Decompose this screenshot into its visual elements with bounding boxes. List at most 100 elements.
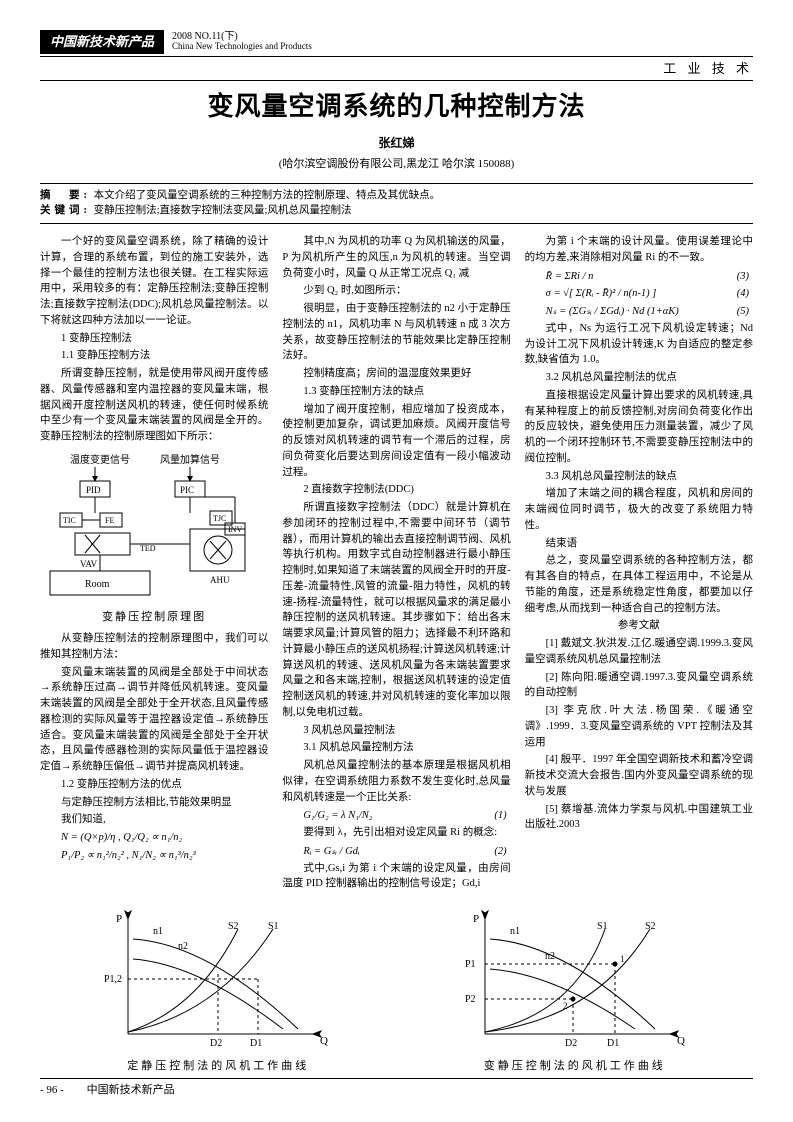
- para: 式中，Ns 为运行工况下风机设定转速；Nd 为设计工况下风机设计转速,K 为自适…: [525, 321, 753, 368]
- refs-heading: 参考文献: [525, 618, 753, 634]
- fig1-caption: 变静压控制原理图: [40, 609, 268, 626]
- abstract-label: 摘 要:: [40, 190, 91, 201]
- para: 很明显，由于变静压控制法的 n2 小于定静压控制法的 n1，风机功率 N 与风机…: [282, 301, 510, 364]
- article-title: 变风量空调系统的几种控制方法: [40, 87, 753, 126]
- heading: 1.1 变静压控制方法: [40, 348, 268, 364]
- svg-text:INV: INV: [228, 525, 242, 534]
- svg-text:VAV: VAV: [80, 559, 98, 569]
- para: 直接根据设定风量计算出要求的风机转速,具有某种程度上的前反馈控制,对房间负荷变化…: [525, 388, 753, 467]
- header-bar: 中国新技术新产品 2008 NO.11(下) China New Technol…: [40, 30, 753, 57]
- page-number: - 96 -: [40, 1082, 64, 1099]
- body-columns: 一个好的变风量空调系统，除了精确的设计计算，合理的系统布置，到位的施工安装外，选…: [40, 234, 753, 894]
- para: 式中,Gs,i 为第 i 个末端的设定风量，由房间温度 PID 控制器输出的控制…: [282, 861, 510, 893]
- svg-text:Q: Q: [677, 1035, 685, 1047]
- curve-right-caption: 变静压控制法的风机工作曲线: [425, 1058, 725, 1075]
- para: 增加了末端之间的耦合程度，风机和房间的末端阀位同时调节，极大的改变了系统阻力特性…: [525, 486, 753, 533]
- heading: 2 直接数字控制法(DDC): [282, 482, 510, 498]
- equation: P₁/P₂ ∝ n₁²/n₂² , N₁/N₂ ∝ n₁³/n₂³: [40, 848, 268, 864]
- curve-left-caption: 定静压控制法的风机工作曲线: [68, 1058, 368, 1075]
- svg-text:P1,2: P1,2: [104, 974, 122, 985]
- svg-text:TIC: TIC: [63, 516, 76, 525]
- svg-text:D1: D1: [607, 1038, 619, 1049]
- svg-text:n2: n2: [545, 951, 555, 962]
- svg-text:S1: S1: [268, 921, 279, 932]
- label: 风量加算信号: [160, 453, 220, 466]
- svg-text:FE: FE: [105, 516, 114, 525]
- curve-right: P Q n1 n2 S1 S2 1 2 P1 P2 D2 D1: [425, 904, 725, 1075]
- svg-text:P2: P2: [465, 994, 476, 1005]
- heading: 3.1 风机总风量控制方法: [282, 740, 510, 756]
- para: 与定静压控制方法相比,节能效果明显: [40, 795, 268, 811]
- heading: 1 变静压控制法: [40, 331, 268, 347]
- reference: [3] 李克欣.叶大法.杨国荣.《暖通空调》.1999．3.变风量空调系统的 V…: [525, 703, 753, 750]
- heading: 1.2 变静压控制方法的优点: [40, 777, 268, 793]
- svg-text:PIC: PIC: [180, 485, 194, 495]
- abstract-text: 本文介绍了变风量空调系统的三种控制方法的控制原理、特点及其优缺点。: [94, 190, 441, 201]
- reference: [1] 戴斌文.狄洪发.江亿.暖通空调.1999.3.变风量空调系统风机总风量控…: [525, 636, 753, 668]
- para: 少到 Q₂ 时,如图所示：: [282, 283, 510, 299]
- issue-english: China New Technologies and Products: [172, 42, 312, 52]
- svg-text:PID: PID: [86, 485, 101, 495]
- para: 总之，变风量空调系统的各种控制方法，都有其各自的特点，在具体工程运用中，不论是从…: [525, 553, 753, 616]
- svg-text:Q: Q: [320, 1035, 328, 1047]
- para: 所谓变静压控制，就是使用带风阀开度传感器、风量传感器和室内温控器的变风量末端，根…: [40, 366, 268, 445]
- keywords-text: 变静压控制法;直接数字控制法变风量;风机总风量控制法: [94, 205, 352, 216]
- svg-text:S2: S2: [645, 921, 656, 932]
- svg-text:D2: D2: [210, 1038, 222, 1049]
- svg-text:D1: D1: [250, 1038, 262, 1049]
- reference: [4] 殷平．1997 年全国空调新技术和蓄冷空调新技术交流大会报告.国内外变风…: [525, 752, 753, 799]
- equation-5: Nₛ = (ΣGₛᵢ / ΣGdᵢ) · Nd (1+αK)(5): [525, 303, 753, 321]
- reference: [5] 蔡增基.流体力学泵与风机.中国建筑工业出版社.2003: [525, 802, 753, 834]
- keywords-line: 关键词: 变静压控制法;直接数字控制法变风量;风机总风量控制法: [40, 203, 753, 219]
- svg-text:n1: n1: [510, 926, 520, 937]
- svg-text:P: P: [473, 913, 479, 925]
- svg-text:TJC: TJC: [213, 514, 226, 523]
- issue-info: 2008 NO.11(下) China New Technologies and…: [172, 31, 312, 52]
- heading: 3.3 风机总风量控制法的缺点: [525, 469, 753, 485]
- heading: 3.2 风机总风量控制法的优点: [525, 370, 753, 386]
- para: 要得到 λ，先引出相对设定风量 Ri 的概念:: [282, 825, 510, 841]
- equation: N = (Q×p)/η , Q₁/Q₂ ∝ n₁/n₂: [40, 830, 268, 846]
- svg-text:P1: P1: [465, 959, 476, 970]
- abstract-line: 摘 要: 本文介绍了变风量空调系统的三种控制方法的控制原理、特点及其优缺点。: [40, 188, 753, 204]
- heading: 1.3 变静压控制方法的缺点: [282, 384, 510, 400]
- svg-text:1: 1: [620, 954, 625, 964]
- para: 一个好的变风量空调系统，除了精确的设计计算，合理的系统布置，到位的施工安装外，选…: [40, 234, 268, 329]
- footer-journal: 中国新技术新产品: [87, 1084, 175, 1096]
- svg-text:D2: D2: [565, 1038, 577, 1049]
- svg-text:P: P: [116, 913, 122, 925]
- abstract-block: 摘 要: 本文介绍了变风量空调系统的三种控制方法的控制原理、特点及其优缺点。 关…: [40, 183, 753, 225]
- bottom-figures: P Q n1 n2 S1 S2 P1,2 D2 D1 定静压: [40, 904, 753, 1075]
- svg-text:S2: S2: [228, 921, 239, 932]
- equation-1: G₁/G₂ = λ N₁/N₂(1): [282, 807, 510, 825]
- equation-3: R̄ = ΣRi / n(3): [525, 268, 753, 286]
- para: 控制精度高；房间的温湿度效果更好: [282, 366, 510, 382]
- svg-text:TED: TED: [140, 544, 156, 553]
- svg-text:S1: S1: [597, 921, 608, 932]
- svg-text:n2: n2: [178, 941, 188, 952]
- svg-text:AHU: AHU: [210, 575, 230, 585]
- heading: 结束语: [525, 536, 753, 552]
- para: 增加了阀开度控制，相应增加了投资成本，使控制更加复杂，调试更加麻烦。风阀开度信号…: [282, 402, 510, 481]
- article-affiliation: (哈尔滨空调股份有限公司,黑龙江 哈尔滨 150088): [40, 156, 753, 173]
- heading: 3 风机总风量控制法: [282, 723, 510, 739]
- section-tag: 工 业 技 术: [40, 59, 753, 82]
- para: 变风量末端装置的风阀是全部处于中间状态→系统静压过高→调节并降低风机转速。变风量…: [40, 665, 268, 775]
- equation-4: σ = √[ Σ(Rᵢ - R̄)² / n(n-1) ](4): [525, 285, 753, 303]
- svg-text:Room: Room: [85, 579, 110, 590]
- article-author: 张红娣: [40, 134, 753, 152]
- para: 所谓直接数字控制法（DDC）就是计算机在参加闭环的控制过程中,不需要中间环节（调…: [282, 500, 510, 721]
- para: 为第 i 个末端的设计风量。使用误差理论中的均方差,来消除相对风量 Ri 的不一…: [525, 234, 753, 266]
- curve-left: P Q n1 n2 S1 S2 P1,2 D2 D1 定静压: [68, 904, 368, 1075]
- keywords-label: 关键词:: [40, 205, 91, 216]
- equation-2: Rᵢ = Gₛᵢ / Gdᵢ(2): [282, 843, 510, 861]
- label: 温度变更信号: [70, 453, 130, 466]
- para: 我们知道,: [40, 812, 268, 828]
- para: 其中,N 为风机的功率 Q 为风机输送的风量，P 为风机所产生的风压,n 为风机…: [282, 234, 510, 281]
- svg-text:n1: n1: [153, 926, 163, 937]
- footer: - 96 - 中国新技术新产品: [40, 1078, 753, 1099]
- para: 从变静压控制法的控制原理图中，我们可以推知其控制方法：: [40, 631, 268, 663]
- svg-text:2: 2: [563, 1001, 568, 1011]
- journal-badge: 中国新技术新产品: [40, 30, 164, 54]
- reference: [2] 陈向阳.暖通空调.1997.3.变风量空调系统的自动控制: [525, 670, 753, 702]
